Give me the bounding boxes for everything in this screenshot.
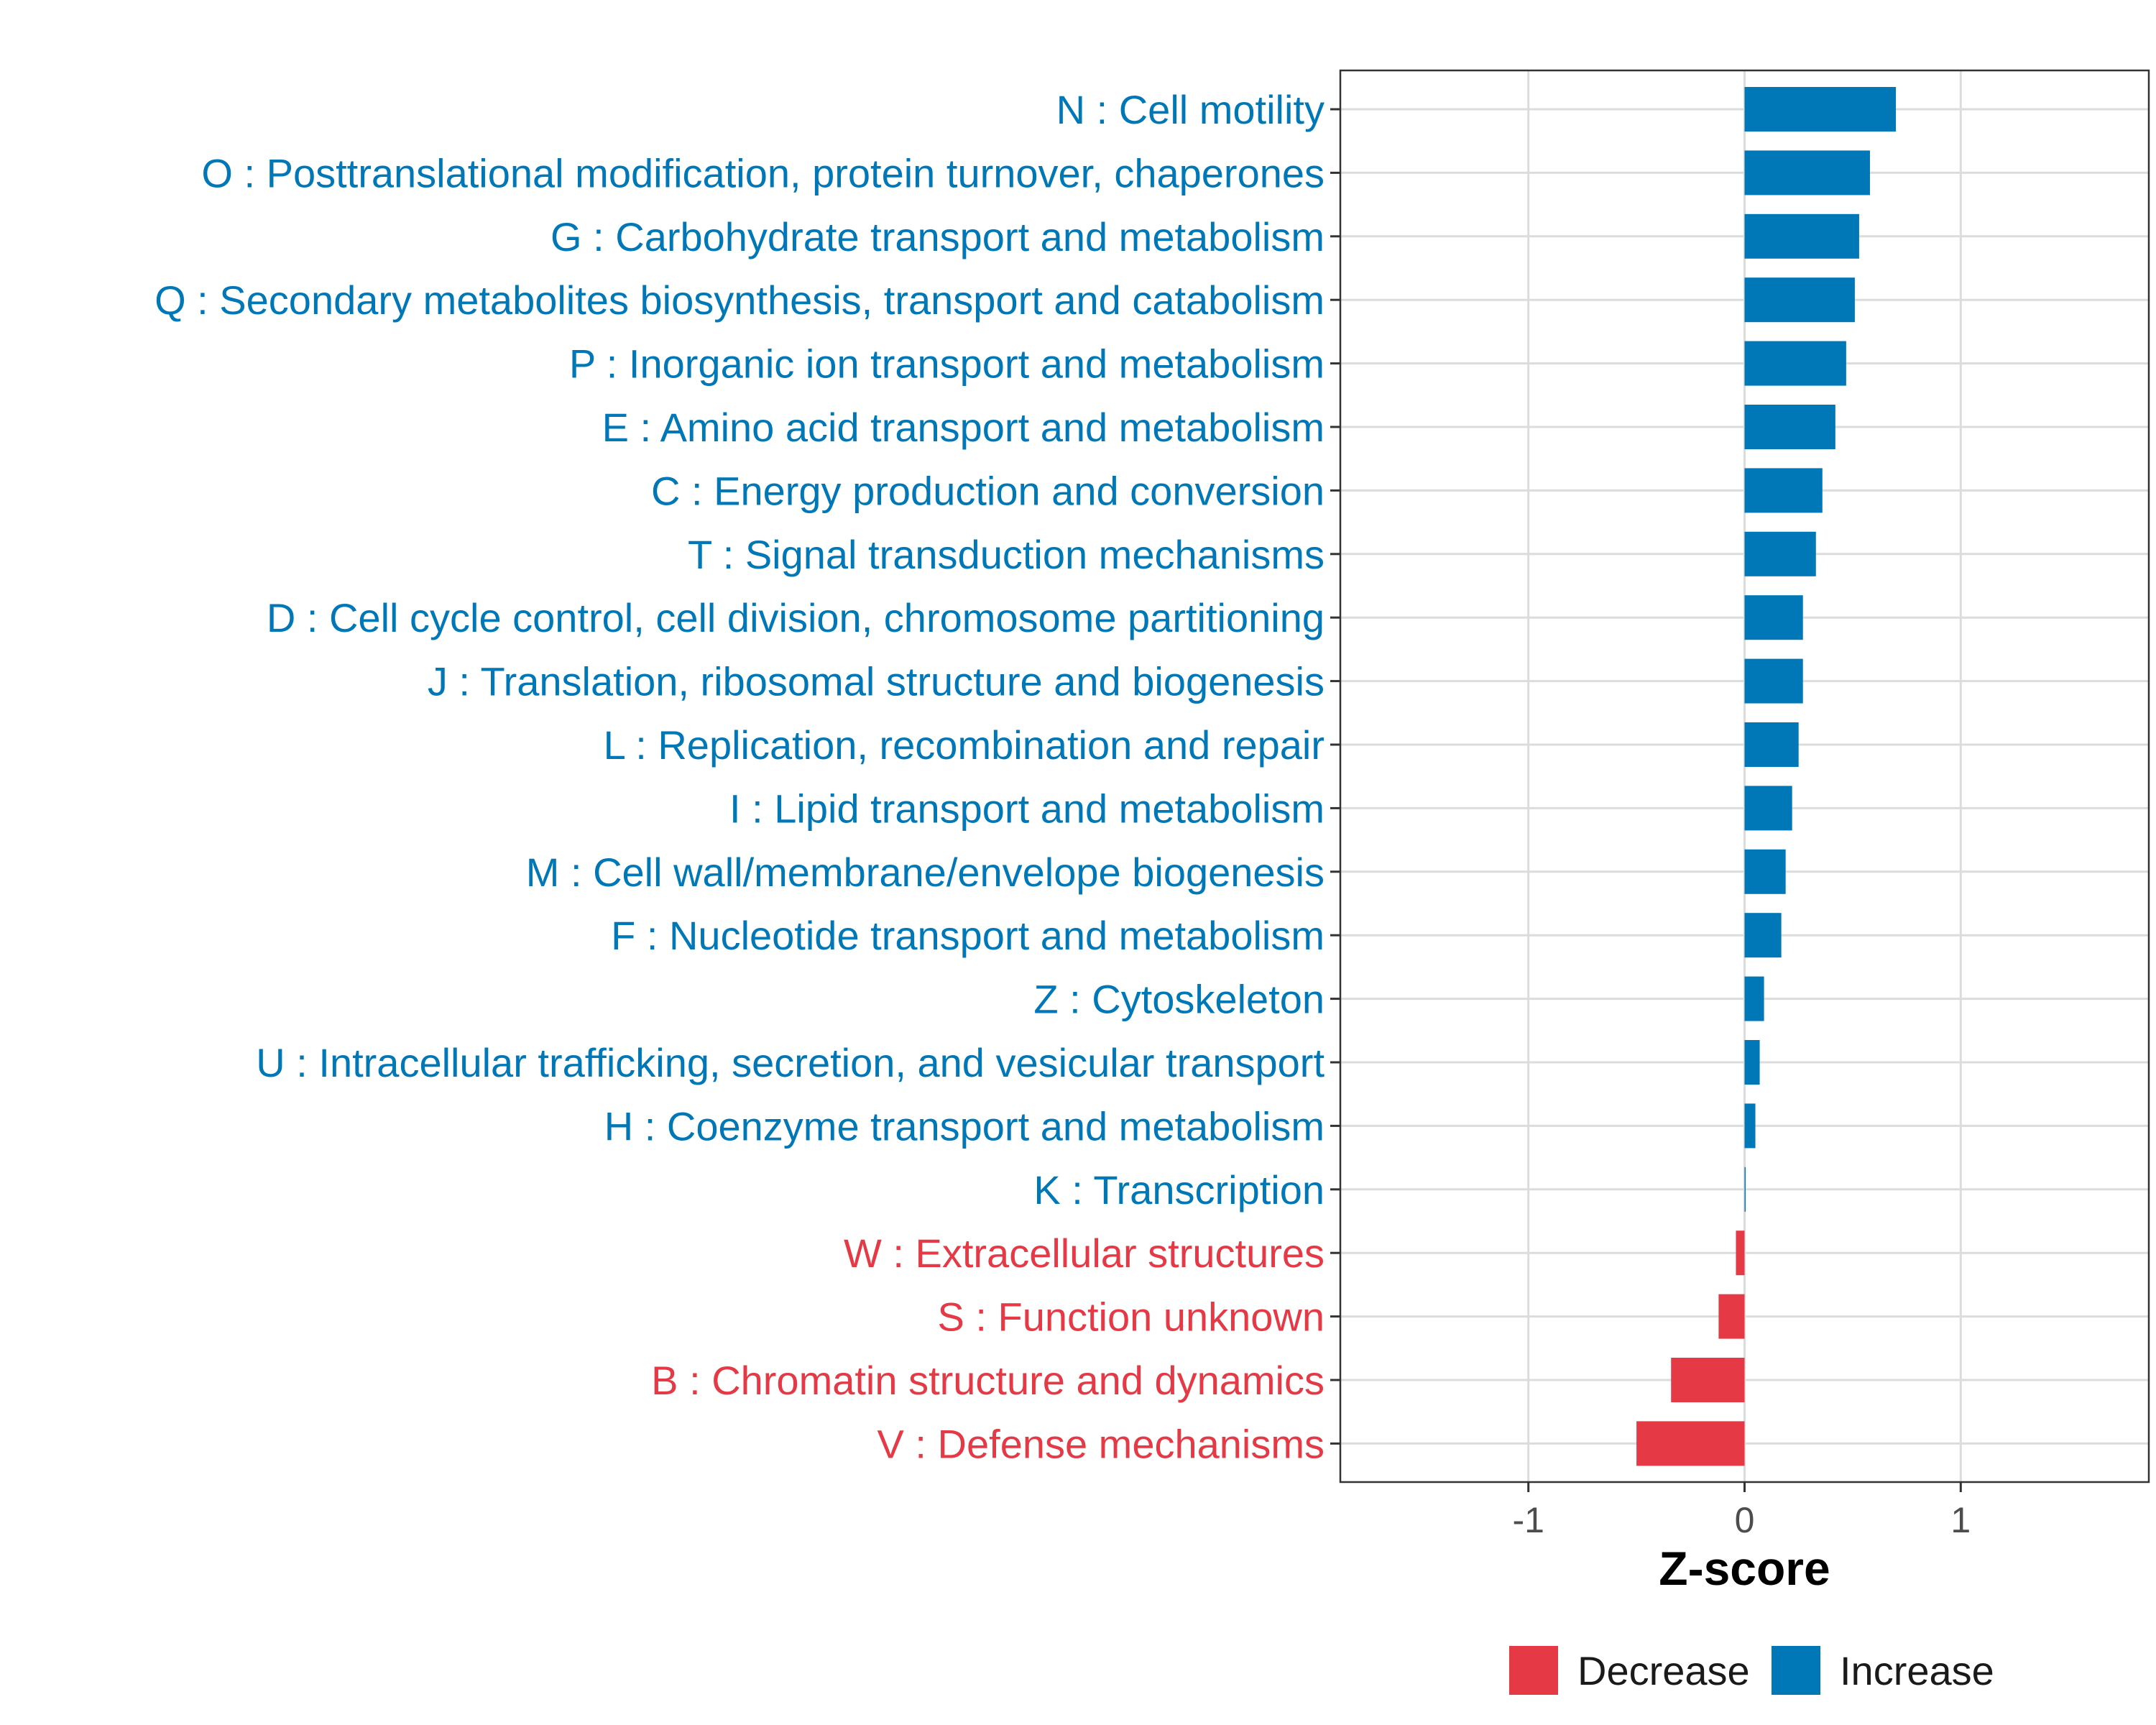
bar: [1744, 913, 1782, 958]
category-label: M : Cell wall/membrane/envelope biogenes…: [526, 850, 1325, 895]
category-label: K : Transcription: [1033, 1167, 1325, 1213]
bar: [1744, 1167, 1746, 1212]
bar: [1744, 405, 1835, 449]
bar: [1744, 150, 1870, 196]
legend-item: Increase: [1772, 1646, 1994, 1695]
bar: [1744, 786, 1792, 831]
category-label: C : Energy production and conversion: [651, 468, 1325, 513]
bar: [1744, 87, 1897, 132]
category-label: Q : Secondary metabolites biosynthesis, …: [155, 277, 1325, 323]
category-label: B : Chromatin structure and dynamics: [651, 1358, 1325, 1403]
category-label: F : Nucleotide transport and metabolism: [611, 913, 1325, 958]
category-label: E : Amino acid transport and metabolism: [602, 405, 1325, 450]
category-label: Z : Cytoskeleton: [1033, 977, 1325, 1022]
bar: [1636, 1421, 1745, 1466]
legend-label: Decrease: [1577, 1648, 1750, 1693]
bar: [1744, 976, 1764, 1021]
x-tick-label: 0: [1735, 1500, 1755, 1540]
legend-label: Increase: [1840, 1648, 1994, 1693]
category-label: W : Extracellular structures: [844, 1230, 1325, 1276]
bar: [1744, 658, 1803, 704]
bar: [1744, 1040, 1760, 1085]
category-label: T : Signal transduction mechanisms: [688, 532, 1325, 577]
x-tick-label: 1: [1950, 1500, 1971, 1540]
bar: [1736, 1230, 1745, 1276]
x-axis-title: Z-score: [1659, 1542, 1830, 1595]
bar: [1744, 531, 1816, 576]
x-tick-label: -1: [1512, 1500, 1544, 1540]
bar: [1744, 1103, 1756, 1149]
legend-swatch: [1509, 1646, 1558, 1695]
bar: [1744, 468, 1823, 513]
category-label: H : Coenzyme transport and metabolism: [604, 1103, 1325, 1149]
bar: [1671, 1358, 1745, 1402]
category-label: V : Defense mechanisms: [877, 1421, 1325, 1466]
category-label: P : Inorganic ion transport and metaboli…: [569, 341, 1325, 387]
bar: [1744, 595, 1803, 640]
category-label: U : Intracellular trafficking, secretion…: [256, 1040, 1325, 1085]
category-labels: N : Cell motility O : Posttranslational m…: [155, 87, 1325, 1466]
legend-swatch: [1772, 1646, 1820, 1695]
legend: Decrease Increase: [1509, 1646, 1994, 1695]
bars: [1636, 87, 1897, 1466]
bar: [1744, 722, 1799, 767]
bar: [1744, 341, 1846, 386]
category-label: G : Carbohydrate transport and metabolis…: [550, 214, 1325, 259]
category-label: S : Function unknown: [937, 1294, 1325, 1340]
bar: [1744, 213, 1859, 259]
bar: [1744, 277, 1855, 323]
legend-item: Decrease: [1509, 1646, 1750, 1695]
category-label: N : Cell motility: [1056, 87, 1325, 132]
category-label: I : Lipid transport and metabolism: [729, 786, 1325, 831]
bar: [1718, 1294, 1745, 1339]
category-label: J : Translation, ribosomal structure and…: [428, 659, 1325, 704]
category-label: D : Cell cycle control, cell division, c…: [267, 595, 1325, 640]
category-label: L : Replication, recombination and repai…: [604, 722, 1325, 768]
category-label: O : Posttranslational modification, prot…: [201, 150, 1325, 196]
bar: [1744, 849, 1786, 894]
axis-ticks: -1 0 1: [1330, 108, 1971, 1540]
